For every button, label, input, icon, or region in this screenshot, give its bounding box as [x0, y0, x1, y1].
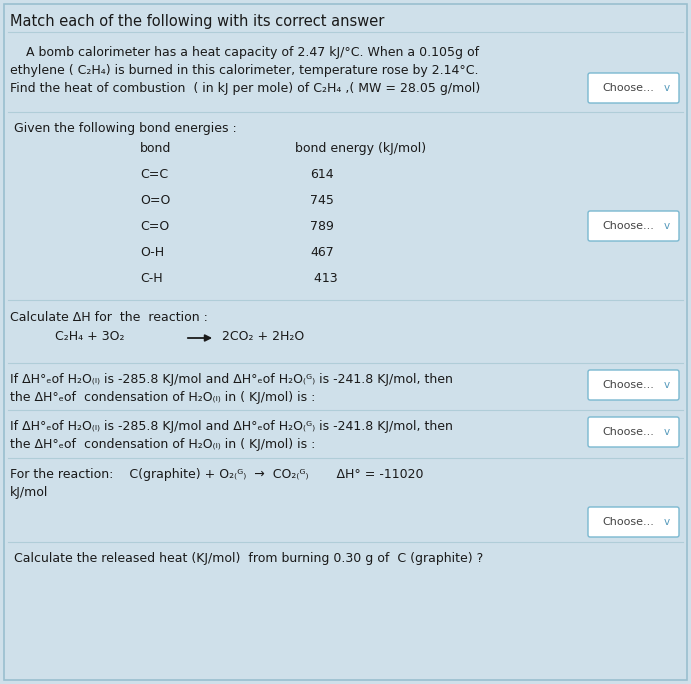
Text: Calculate ΔH for  the  reaction :: Calculate ΔH for the reaction :	[10, 311, 208, 324]
Text: 789: 789	[310, 220, 334, 233]
FancyBboxPatch shape	[4, 4, 687, 680]
Text: v: v	[663, 221, 670, 231]
Text: Given the following bond energies :: Given the following bond energies :	[10, 122, 237, 135]
FancyBboxPatch shape	[588, 73, 679, 103]
Text: 413: 413	[310, 272, 338, 285]
FancyBboxPatch shape	[588, 211, 679, 241]
Text: v: v	[663, 380, 670, 390]
Text: If ΔH°ₑof H₂O₍ₗ₎ is -285.8 KJ/mol and ΔH°ₑof H₂O₍ᴳ₎ is -241.8 KJ/mol, then: If ΔH°ₑof H₂O₍ₗ₎ is -285.8 KJ/mol and ΔH…	[10, 373, 453, 386]
Text: Choose...: Choose...	[603, 517, 654, 527]
Text: v: v	[663, 83, 670, 93]
FancyBboxPatch shape	[588, 417, 679, 447]
Text: bond: bond	[140, 142, 171, 155]
Text: C=C: C=C	[140, 168, 168, 181]
Text: 745: 745	[310, 194, 334, 207]
Text: C₂H₄ + 3O₂: C₂H₄ + 3O₂	[55, 330, 124, 343]
Text: O=O: O=O	[140, 194, 171, 207]
Text: kJ/mol: kJ/mol	[10, 486, 48, 499]
Text: 467: 467	[310, 246, 334, 259]
Text: C-H: C-H	[140, 272, 162, 285]
Text: v: v	[663, 517, 670, 527]
Text: v: v	[663, 427, 670, 437]
Text: 614: 614	[310, 168, 334, 181]
Text: 2CO₂ + 2H₂O: 2CO₂ + 2H₂O	[222, 330, 304, 343]
Text: Find the heat of combustion  ( in kJ per mole) of C₂H₄ ,( MW = 28.05 g/mol): Find the heat of combustion ( in kJ per …	[10, 82, 480, 95]
Text: ethylene ( C₂H₄) is burned in this calorimeter, temperature rose by 2.14°C.: ethylene ( C₂H₄) is burned in this calor…	[10, 64, 478, 77]
Text: C=O: C=O	[140, 220, 169, 233]
Text: A bomb calorimeter has a heat capacity of 2.47 kJ/°C. When a 0.105g of: A bomb calorimeter has a heat capacity o…	[18, 46, 479, 59]
Text: Choose...: Choose...	[603, 221, 654, 231]
FancyBboxPatch shape	[588, 507, 679, 537]
Text: Choose...: Choose...	[603, 427, 654, 437]
Text: bond energy (kJ/mol): bond energy (kJ/mol)	[295, 142, 426, 155]
Text: Match each of the following with its correct answer: Match each of the following with its cor…	[10, 14, 384, 29]
Text: O-H: O-H	[140, 246, 164, 259]
Text: Choose...: Choose...	[603, 83, 654, 93]
FancyBboxPatch shape	[588, 370, 679, 400]
Text: Calculate the released heat (KJ/mol)  from burning 0.30 g of  C (graphite) ?: Calculate the released heat (KJ/mol) fro…	[10, 552, 483, 565]
Text: the ΔH°ₑof  condensation of H₂O₍ₗ₎ in ( KJ/mol) is :: the ΔH°ₑof condensation of H₂O₍ₗ₎ in ( K…	[10, 391, 315, 404]
Text: Choose...: Choose...	[603, 380, 654, 390]
Text: the ΔH°ₑof  condensation of H₂O₍ₗ₎ in ( KJ/mol) is :: the ΔH°ₑof condensation of H₂O₍ₗ₎ in ( K…	[10, 438, 315, 451]
Text: For the reaction:    C(graphite) + O₂₍ᴳ₎  →  CO₂₍ᴳ₎       ΔH° = -11020: For the reaction: C(graphite) + O₂₍ᴳ₎ → …	[10, 468, 424, 481]
Text: If ΔH°ₑof H₂O₍ₗ₎ is -285.8 KJ/mol and ΔH°ₑof H₂O₍ᴳ₎ is -241.8 KJ/mol, then: If ΔH°ₑof H₂O₍ₗ₎ is -285.8 KJ/mol and ΔH…	[10, 420, 453, 433]
